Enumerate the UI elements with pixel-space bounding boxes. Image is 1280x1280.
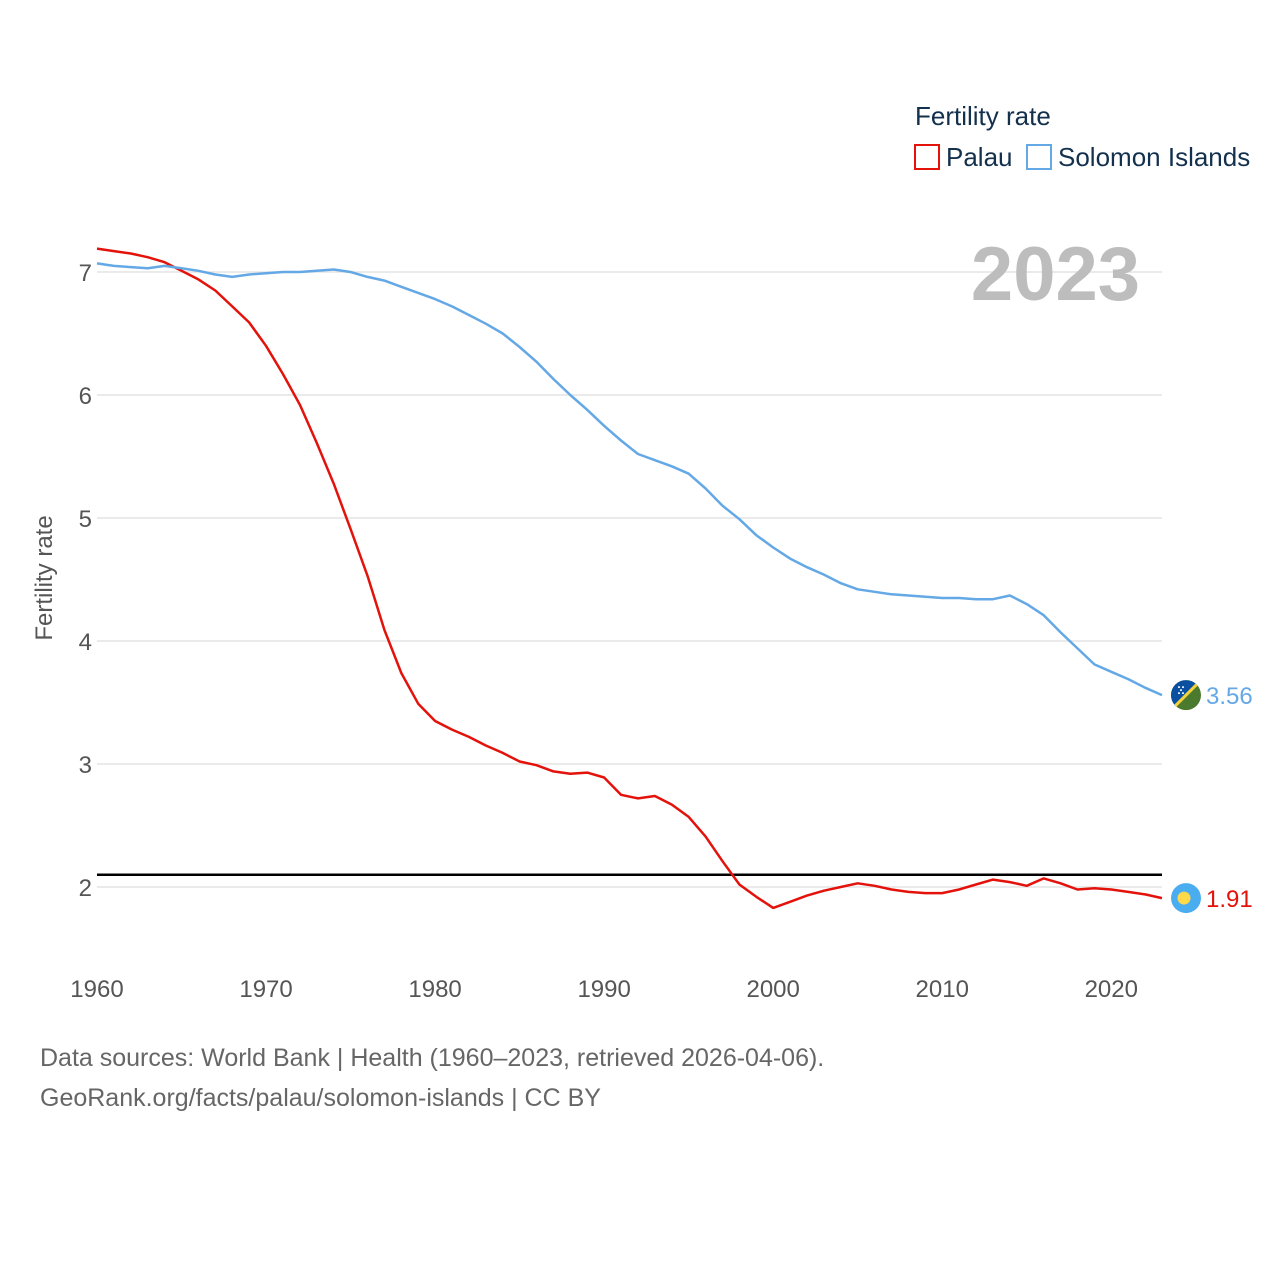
legend-swatch-palau[interactable] bbox=[914, 144, 940, 170]
solomon-flag-star bbox=[1182, 686, 1184, 689]
y-tick-label: 2 bbox=[79, 875, 92, 902]
x-tick-label: 1990 bbox=[577, 976, 630, 1003]
solomon-flag-star bbox=[1180, 689, 1182, 692]
end-markers: 1.91 3.56 bbox=[1171, 680, 1253, 914]
x-tick-label: 1960 bbox=[70, 976, 123, 1003]
footer-sources: Data sources: World Bank | Health (1960–… bbox=[40, 1044, 825, 1072]
legend-title: Fertility rate bbox=[915, 101, 1051, 131]
x-tick-label: 1970 bbox=[239, 976, 292, 1003]
y-axis-title: Fertility rate bbox=[31, 515, 58, 640]
x-tick-label: 2000 bbox=[746, 976, 799, 1003]
end-value-label-solomon-islands: 3.56 bbox=[1206, 683, 1253, 710]
legend-label-solomon-islands[interactable]: Solomon Islands bbox=[1058, 142, 1250, 172]
x-tick-label: 2020 bbox=[1085, 976, 1138, 1003]
x-tick-label: 1980 bbox=[408, 976, 461, 1003]
x-axis-ticks: 1960 1970 1980 1990 2000 2010 2020 bbox=[70, 976, 1138, 1003]
palau-flag-icon bbox=[1171, 883, 1201, 914]
y-tick-label: 7 bbox=[79, 260, 92, 287]
y-tick-label: 5 bbox=[79, 506, 92, 533]
series-line-palau[interactable] bbox=[96, 247, 1163, 910]
current-year-label: 2023 bbox=[971, 232, 1140, 317]
solomon-islands-flag-icon bbox=[1171, 680, 1201, 711]
solomon-flag-star bbox=[1178, 686, 1180, 689]
end-value-label-palau: 1.91 bbox=[1206, 886, 1253, 913]
gridlines bbox=[97, 271, 1162, 888]
legend-label-palau[interactable]: Palau bbox=[946, 142, 1013, 172]
y-tick-label: 3 bbox=[79, 752, 92, 779]
y-tick-label: 6 bbox=[79, 383, 92, 410]
footer-credit[interactable]: GeoRank.org/facts/palau/solomon-islands … bbox=[40, 1084, 601, 1112]
legend[interactable]: Fertility rate Palau Solomon Islands bbox=[914, 101, 1250, 172]
legend-swatch-solomon-islands[interactable] bbox=[1026, 144, 1052, 170]
y-tick-label: 4 bbox=[79, 629, 92, 656]
y-axis-ticks: 2 3 4 5 6 7 bbox=[79, 260, 92, 902]
series-lines bbox=[96, 247, 1163, 910]
x-tick-label: 2010 bbox=[916, 976, 969, 1003]
solomon-flag-star bbox=[1182, 692, 1184, 695]
palau-flag-moon bbox=[1177, 891, 1191, 905]
series-line-solomon-islands[interactable] bbox=[96, 262, 1163, 697]
solomon-flag-star bbox=[1178, 692, 1180, 695]
